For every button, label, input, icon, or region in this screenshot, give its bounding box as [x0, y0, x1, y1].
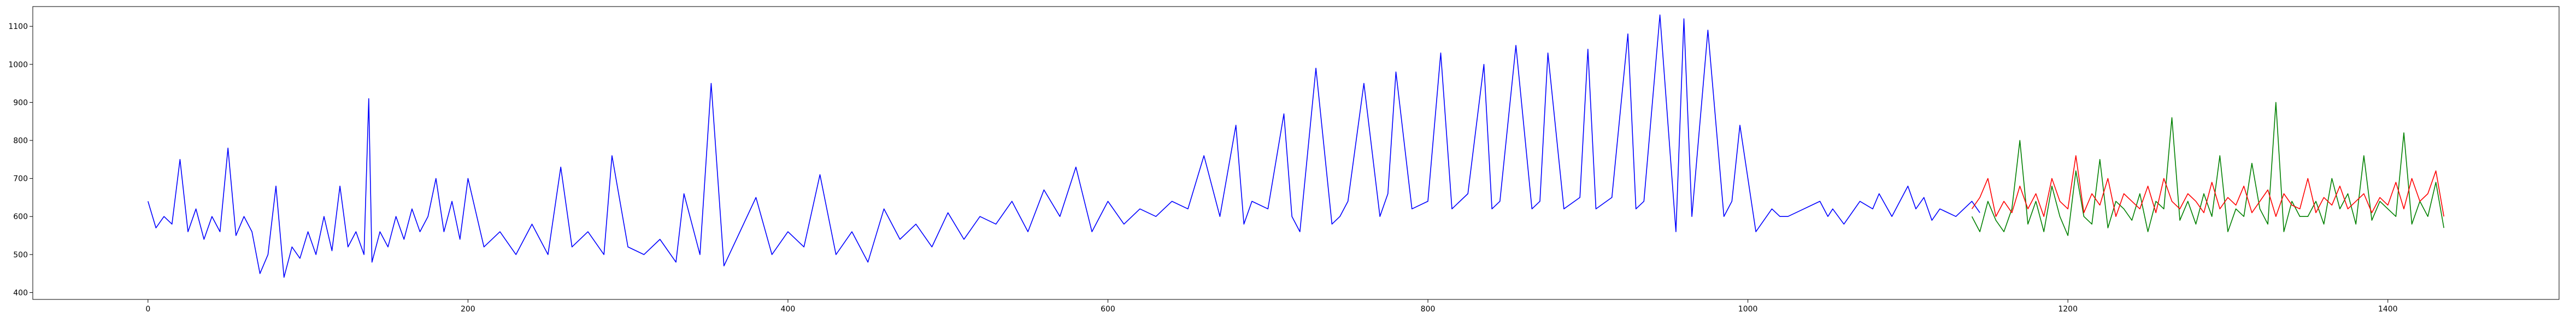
- x-tick-label: 200: [461, 305, 475, 314]
- x-tick-label: 400: [781, 305, 796, 314]
- y-tick-label: 800: [13, 137, 28, 145]
- y-tick-label: 900: [13, 98, 28, 107]
- y-tick-label: 500: [13, 251, 28, 260]
- y-tick-label: 600: [13, 213, 28, 221]
- x-axis: 0 200 400 600 800 1000 1200 1400: [145, 299, 2398, 314]
- plot-frame: [32, 6, 2560, 300]
- series-line-2: [1971, 155, 2444, 217]
- x-tick-label: 0: [145, 305, 150, 314]
- series-line-1: [1971, 102, 2444, 236]
- series-layer: [148, 14, 2444, 278]
- y-axis: 400 500 600 700 800 900 1000 1100: [8, 22, 33, 297]
- x-tick-label: 600: [1101, 305, 1115, 314]
- y-tick-label: 700: [13, 175, 28, 184]
- x-tick-label: 1400: [2378, 305, 2398, 314]
- y-tick-label: 1000: [8, 61, 28, 69]
- x-tick-label: 1000: [1738, 305, 1758, 314]
- series-line-0: [148, 14, 1980, 278]
- x-tick-label: 1200: [2058, 305, 2078, 314]
- y-tick-label: 400: [13, 288, 28, 297]
- y-tick-label: 1100: [8, 22, 28, 31]
- x-tick-label: 800: [1421, 305, 1436, 314]
